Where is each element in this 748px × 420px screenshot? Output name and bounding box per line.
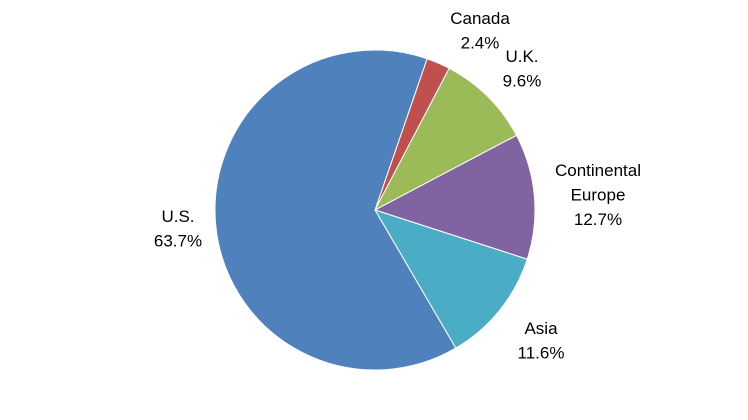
pie-slice-asia [373,209,528,349]
pie-slice-u-s [214,49,457,371]
data-label-category: Europe [571,186,626,205]
pie-slice-u-k [373,67,518,212]
data-label-category: Asia [524,319,558,338]
data-label-value: 2.4% [461,34,500,53]
data-label-value: 11.6% [518,344,565,363]
data-label-value: 63.7% [154,232,202,251]
pie-slice-continental-europe [373,134,536,260]
data-label-category: U.S. [161,207,194,226]
data-label-category: Continental [555,161,641,180]
data-label-category: U.K. [505,47,538,66]
data-label-value: 9.6% [503,72,542,91]
data-label-value: 12.7% [574,210,622,229]
data-label-category: Canada [450,9,510,28]
